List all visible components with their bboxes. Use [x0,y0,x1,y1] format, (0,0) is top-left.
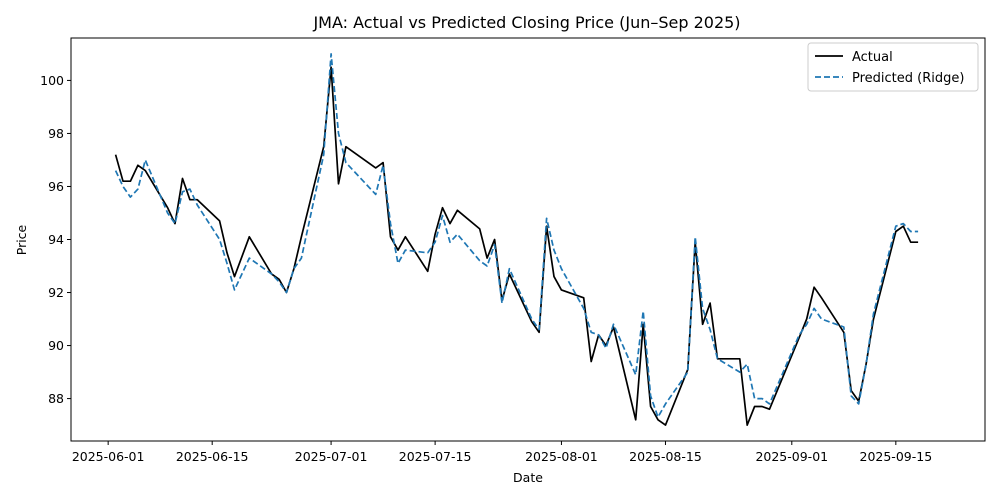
y-tick-label: 94 [48,232,64,247]
x-tick-label: 2025-09-01 [755,449,828,464]
y-tick-label: 92 [48,285,64,300]
y-tick-label: 96 [48,179,64,194]
x-tick-label: 2025-06-15 [176,449,249,464]
x-tick-label: 2025-07-01 [295,449,368,464]
y-tick-label: 98 [48,126,64,141]
x-tick-label: 2025-08-15 [629,449,702,464]
y-axis-label: Price [14,224,29,255]
y-axis: 88 90 92 94 96 98 100 [40,73,71,406]
x-tick-label: 2025-08-01 [525,449,598,464]
y-tick-label: 100 [40,73,64,88]
legend: Actual Predicted (Ridge) [807,42,979,92]
y-tick-label: 90 [48,338,64,353]
series-line-predicted [114,53,919,418]
plot-area [71,38,985,441]
series-layer [114,53,919,426]
legend-label-actual: Actual [852,50,893,65]
chart-title: JMA: Actual vs Predicted Closing Price (… [312,13,740,32]
x-tick-label: 2025-09-15 [860,449,933,464]
legend-label-predicted: Predicted (Ridge) [852,71,964,86]
x-axis: 2025-06-01 2025-06-15 2025-07-01 2025-07-15… [72,441,932,464]
x-tick-label: 2025-07-15 [399,449,472,464]
x-tick-label: 2025-06-01 [72,449,145,464]
y-tick-label: 88 [48,391,64,406]
legend-box [807,42,979,92]
x-axis-label: Date [513,470,543,485]
series-line-actual [114,66,919,426]
